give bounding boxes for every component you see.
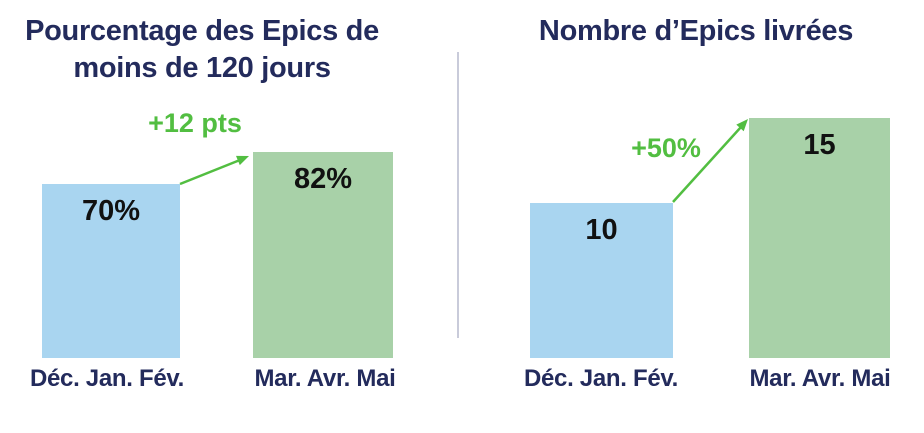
increase-arrow-icon: [672, 119, 748, 203]
bar-value-label: 10: [585, 214, 618, 246]
bar-value-label: 70%: [81, 195, 141, 227]
delta-annotation: +12 pts: [148, 108, 242, 138]
delta-annotation: +50%: [631, 133, 701, 163]
bar-dec-jan-fev: 70%: [42, 184, 180, 358]
divider: [457, 52, 459, 338]
increase-arrow-icon: [179, 155, 249, 186]
chart-title-line1: Pourcentage des Epics de: [25, 15, 379, 47]
x-axis-label: Mar. Avr. Mai: [254, 365, 396, 392]
x-axis-label: Déc. Jan. Fév.: [29, 365, 185, 392]
bar-mar-avr-mai: 15: [749, 118, 890, 358]
chart-title: Pourcentage des Epics de moins de 120 jo…: [2, 13, 402, 87]
x-axis-label: Déc. Jan. Fév.: [523, 365, 679, 392]
bar-mar-avr-mai: 82%: [253, 152, 393, 358]
bar-dec-jan-fev: 10: [530, 203, 673, 358]
bar-value-label: 82%: [293, 163, 353, 195]
bar-value-label: 15: [803, 129, 836, 161]
chart-title-line1: Nombre d’Epics livrées: [538, 15, 854, 47]
x-axis-label: Mar. Avr. Mai: [749, 365, 891, 392]
chart-title-line2: moins de 120 jours: [73, 52, 331, 84]
chart-title: Nombre d’Epics livrées: [496, 13, 896, 50]
